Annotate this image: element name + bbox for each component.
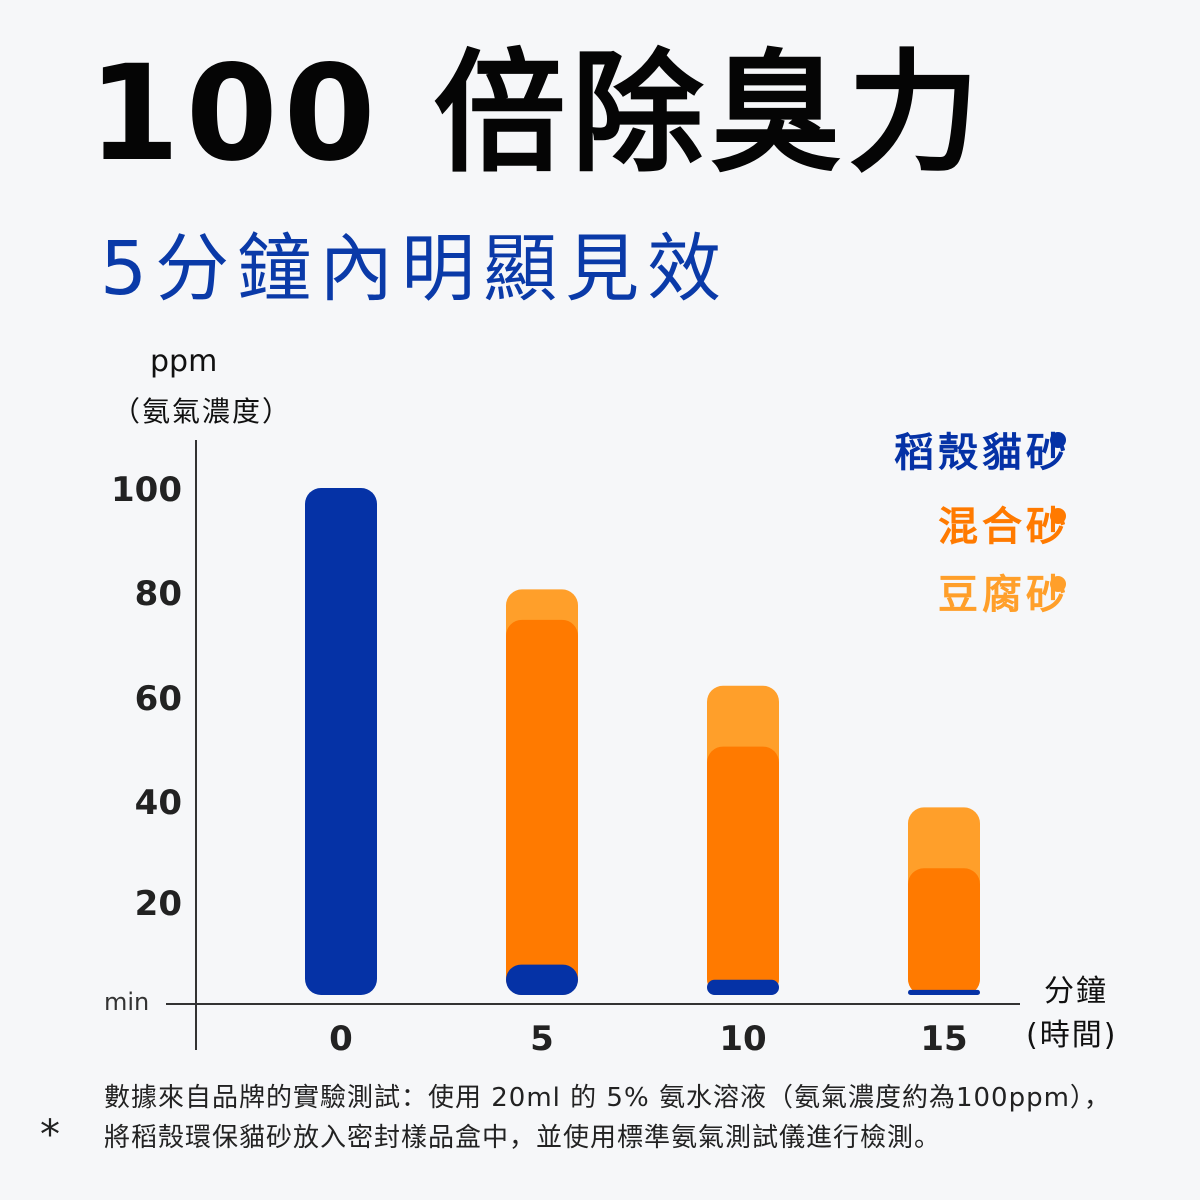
x-tick-label: 10 [719, 1019, 766, 1059]
bar-rice-husk-15 [908, 989, 980, 995]
bar-mixed-15 [908, 868, 980, 995]
legend-item-rice-husk: 稻殼貓砂 [894, 430, 1070, 476]
y-tick-label: 80 [134, 574, 182, 614]
x-tick-label: 5 [530, 1019, 554, 1059]
bar-rice-husk-10 [707, 979, 779, 995]
legend-dot-icon [1050, 508, 1066, 524]
y-tick-label: 100 [111, 470, 182, 510]
footnote-line-2: 將稻殼環保貓砂放入密封樣品盒中，並使用標準氨氣測試儀進行檢測。 [104, 1123, 942, 1153]
legend-dot-icon [1050, 576, 1066, 592]
x-axis-sublabel: (時間) [1026, 1018, 1118, 1053]
bar-mixed-5 [506, 619, 578, 995]
y-tick-label: 60 [134, 679, 182, 719]
footnote-text: 數據來自品牌的實驗測試：使用 20ml 的 5% 氨水溶液（氨氣濃度約為100p… [104, 1078, 1164, 1158]
page-title: 100 倍除臭力 [88, 37, 986, 191]
page-subtitle: 5分鐘內明顯見效 [100, 226, 730, 312]
y-tick-label: 20 [134, 884, 182, 924]
y-tick-label: 40 [134, 783, 182, 823]
x-tick-label: 0 [329, 1019, 353, 1059]
legend-item-tofu: 豆腐砂 [938, 572, 1070, 618]
y-min-label: min [104, 988, 150, 1016]
footnote-asterisk: * [40, 1112, 60, 1158]
bar-rice-husk-5 [506, 964, 578, 995]
legend-item-mixed: 混合砂 [938, 504, 1070, 550]
x-tick-label: 15 [920, 1019, 967, 1059]
bar-rice-husk-0 [305, 488, 377, 995]
y-axis-sublabel: （氨氣濃度） [112, 395, 293, 428]
x-axis-label: 分鐘 [1044, 974, 1108, 1009]
y-axis-label: ppm [150, 344, 218, 379]
legend-dot-icon [1050, 432, 1066, 448]
footnote-line-1: 數據來自品牌的實驗測試：使用 20ml 的 5% 氨水溶液（氨氣濃度約為100p… [104, 1083, 1111, 1113]
bar-mixed-10 [707, 746, 779, 995]
